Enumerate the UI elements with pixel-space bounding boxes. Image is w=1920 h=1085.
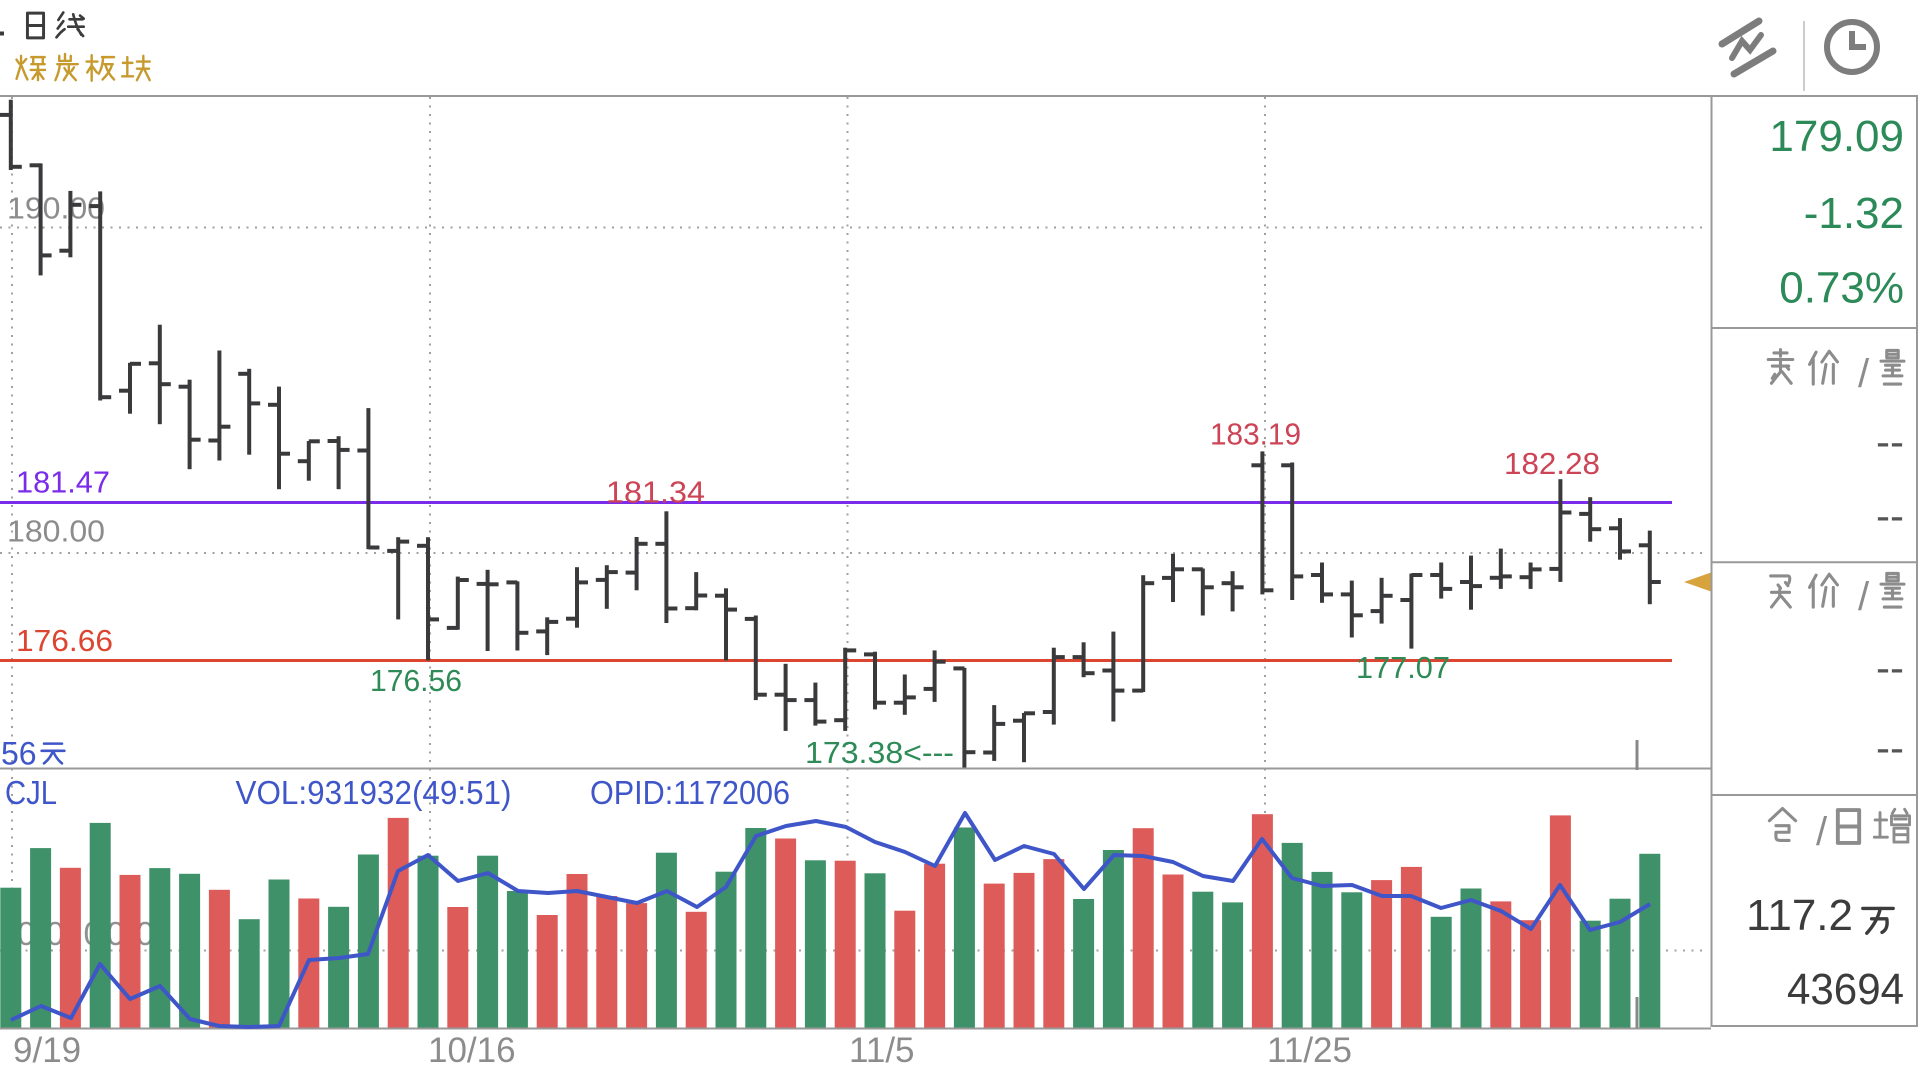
svg-text:176.56: 176.56: [370, 663, 462, 698]
svg-text:179.09: 179.09: [1769, 112, 1904, 161]
svg-text:177.07: 177.07: [1356, 650, 1450, 685]
svg-text:9/19: 9/19: [13, 1031, 81, 1070]
svg-text:--: --: [1876, 724, 1904, 771]
svg-text:0.73%: 0.73%: [1779, 264, 1904, 313]
svg-text:56: 56: [1, 736, 37, 772]
svg-text:190.00: 190.00: [7, 191, 105, 226]
svg-text:/: /: [1858, 352, 1870, 396]
svg-text:/: /: [1858, 575, 1870, 619]
svg-text:183.19: 183.19: [1210, 416, 1301, 451]
svg-text:VOL:931932(49:51): VOL:931932(49:51): [236, 774, 512, 811]
svg-text:11/5: 11/5: [849, 1031, 915, 1070]
svg-text:11/25: 11/25: [1267, 1031, 1352, 1070]
svg-text:10/16: 10/16: [428, 1031, 516, 1070]
svg-text:-1.32: -1.32: [1804, 189, 1904, 238]
svg-text:OPID:1172006: OPID:1172006: [590, 774, 790, 811]
svg-text:CJL: CJL: [5, 774, 57, 811]
svg-text:--: --: [1876, 492, 1904, 539]
svg-text:43694: 43694: [1787, 965, 1904, 1014]
svg-text:182.28: 182.28: [1504, 446, 1600, 481]
svg-text:181.34: 181.34: [606, 475, 705, 510]
svg-text:117.2: 117.2: [1746, 891, 1853, 940]
svg-text:/: /: [1816, 810, 1828, 854]
svg-text:180.00: 180.00: [7, 514, 105, 549]
svg-text:173.38<---: 173.38<---: [805, 735, 954, 770]
svg-text:--: --: [1876, 418, 1904, 465]
svg-text:176.66: 176.66: [16, 623, 113, 658]
svg-text:--: --: [1876, 644, 1904, 691]
svg-text:181.47: 181.47: [16, 465, 110, 500]
